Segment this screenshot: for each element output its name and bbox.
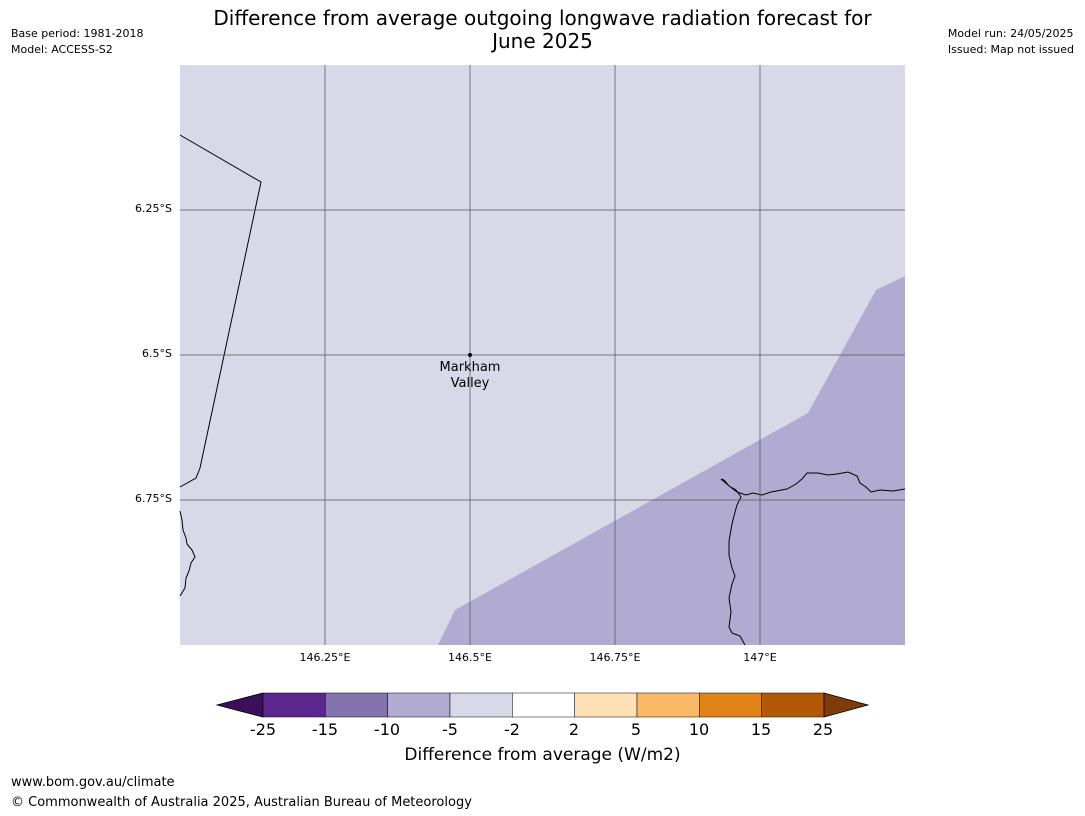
colorbar-tick-8: 10 bbox=[688, 720, 710, 739]
lon-label-3: 146.75°E bbox=[589, 651, 641, 664]
place-name-line-2: Valley bbox=[450, 376, 490, 391]
coastline-east bbox=[720, 471, 906, 646]
colorbar-extend-high bbox=[823, 692, 870, 718]
meta-left: Base period: 1981-2018 Model: ACCESS-S2 bbox=[11, 26, 143, 58]
colorbar-tick-3: -10 bbox=[373, 720, 401, 739]
model-text: Model: ACCESS-S2 bbox=[11, 43, 113, 56]
lon-label-4: 147°E bbox=[743, 651, 777, 664]
lon-label-2: 146.5°E bbox=[448, 651, 492, 664]
graticule bbox=[180, 65, 905, 645]
footer-url: www.bom.gov.au/climate bbox=[11, 775, 175, 790]
colorbar-tick-10: 25 bbox=[812, 720, 834, 739]
map-lower-category-region bbox=[438, 276, 905, 645]
model-run-text: Model run: 24/05/2025 bbox=[947, 27, 1074, 40]
colorbar-label: Difference from average (W/m2) bbox=[404, 745, 681, 765]
footer-copyright: © Commonwealth of Australia 2025, Austra… bbox=[11, 795, 472, 810]
border-line bbox=[179, 134, 262, 488]
colorbar-segment bbox=[636, 692, 700, 718]
place-label: Markham Valley bbox=[410, 360, 530, 392]
lat-label-2: 6.5°S bbox=[142, 347, 172, 360]
lon-label-1: 146.25°E bbox=[299, 651, 351, 664]
colorbar-segment bbox=[761, 692, 825, 718]
issued-text: Issued: Map not issued bbox=[947, 43, 1074, 56]
colorbar-extend-low bbox=[215, 692, 264, 718]
colorbar-segment bbox=[574, 692, 638, 718]
lat-label-3: 6.75°S bbox=[135, 492, 172, 505]
place-name-line-1: Markham bbox=[439, 360, 501, 375]
colorbar-tick-9: 15 bbox=[750, 720, 772, 739]
map-title: Difference from average outgoing longwav… bbox=[180, 7, 905, 53]
coastline-west bbox=[179, 510, 196, 597]
colorbar-tick-6: 2 bbox=[568, 720, 580, 739]
colorbar-tick-1: -25 bbox=[249, 720, 277, 739]
colorbar-tick-7: 5 bbox=[630, 720, 642, 739]
base-period-text: Base period: 1981-2018 bbox=[11, 27, 144, 40]
colorbar-tick-4: -5 bbox=[442, 720, 458, 739]
place-marker bbox=[468, 353, 472, 357]
colorbar-tick-2: -15 bbox=[311, 720, 339, 739]
title-line-1: Difference from average outgoing longwav… bbox=[213, 6, 872, 30]
colorbar-tick-5: -2 bbox=[504, 720, 520, 739]
lat-label-1: 6.25°S bbox=[135, 202, 172, 215]
colorbar-segment bbox=[449, 692, 513, 718]
colorbar-segment bbox=[512, 692, 575, 718]
colorbar-segment bbox=[699, 692, 762, 718]
meta-right: Model run: 24/05/2025 Issued: Map not is… bbox=[948, 26, 1074, 58]
title-line-2: June 2025 bbox=[492, 29, 593, 53]
colorbar-segment bbox=[262, 692, 326, 718]
colorbar-segment bbox=[325, 692, 388, 718]
colorbar-segment bbox=[387, 692, 451, 718]
colorbar-segments bbox=[215, 692, 870, 718]
